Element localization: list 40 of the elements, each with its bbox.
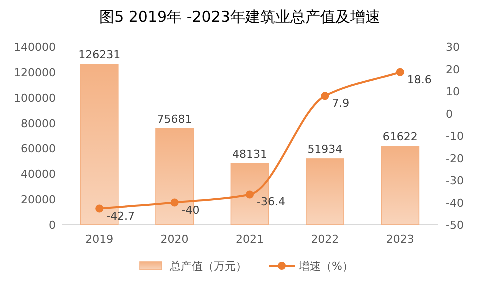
x-tick-label: 2022 (311, 233, 340, 246)
data-label: 61622 (382, 130, 418, 144)
point (396, 68, 404, 76)
legend-label: 增速（%） (298, 260, 354, 273)
y2-tick-label: 30 (446, 41, 460, 54)
y2-tick-label: 10 (446, 86, 460, 98)
y-tick-label: 120000 (14, 66, 56, 80)
y2-tick-label: -10 (446, 130, 464, 143)
x-tick-label: 2023 (386, 233, 414, 246)
y-tick-label: 140000 (14, 41, 56, 54)
data-label: 75681 (157, 112, 192, 126)
point (96, 204, 104, 213)
data-label: 48131 (232, 148, 268, 161)
chart-title: 图5 2019年 -2023年建筑业总产值及增速 (100, 8, 380, 26)
y-tick-label: 80000 (21, 117, 56, 130)
y2-tick-label: -40 (446, 196, 464, 210)
y-tick-label: 60000 (21, 142, 56, 156)
y2-tick-label: -50 (446, 219, 464, 232)
data-label: -40 (182, 204, 200, 217)
data-label: 126231 (78, 48, 121, 62)
y2-tick-label: 20 (446, 63, 460, 76)
x-tick-label: 2020 (160, 233, 189, 246)
data-label: 18.6 (407, 73, 432, 86)
point (321, 92, 330, 100)
y2-tick-label: -30 (446, 174, 464, 188)
y-tick-label: 20000 (21, 194, 56, 207)
bar (306, 158, 344, 226)
bar (381, 146, 420, 226)
y-tick-label: 0 (49, 219, 56, 232)
point (246, 190, 254, 199)
x-tick-label: 2021 (236, 233, 264, 246)
x-tick-label: 2019 (86, 233, 114, 246)
y-tick-label: 40000 (21, 168, 56, 182)
data-label: 7.9 (332, 97, 350, 110)
legend-label: 总产值（万元） (169, 260, 247, 273)
y2-tick-label: -20 (446, 152, 464, 166)
point (170, 198, 179, 207)
y-tick-label: 100000 (14, 92, 56, 105)
y2-tick-label: 0 (446, 108, 453, 121)
data-label: 51934 (308, 142, 343, 156)
